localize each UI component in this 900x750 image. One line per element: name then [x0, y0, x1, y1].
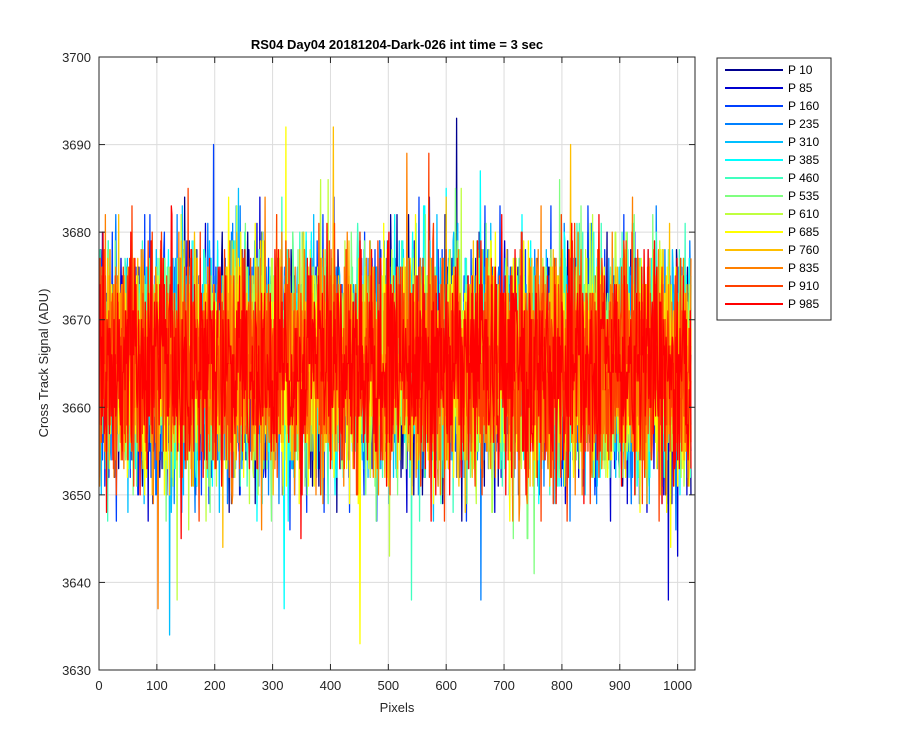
legend-entry: P 460 [788, 171, 819, 185]
x-tick-label: 400 [320, 678, 342, 693]
x-tick-label: 600 [435, 678, 457, 693]
y-tick-label: 3650 [62, 488, 91, 503]
legend-entry: P 310 [788, 135, 819, 149]
legend-entry: P 910 [788, 279, 819, 293]
y-tick-label: 3680 [62, 225, 91, 240]
legend-entry: P 235 [788, 117, 819, 131]
legend-box [716, 57, 832, 321]
x-axis-label: Pixels [380, 700, 415, 715]
legend-entry: P 160 [788, 99, 819, 113]
legend-entry: P 685 [788, 225, 819, 239]
series-line-p-985 [99, 205, 692, 540]
legend-entry: P 10 [788, 63, 813, 77]
y-tick-label: 3640 [62, 575, 91, 590]
chart-title: RS04 Day04 20181204-Dark-026 int time = … [251, 37, 543, 52]
legend: P 10 P 85 P 160 P 235 P 310 P 385 P 460 P 535 P … [716, 57, 832, 321]
y-tick-label: 3690 [62, 138, 91, 153]
legend-entry: P 985 [788, 297, 819, 311]
legend-entry: P 85 [788, 81, 813, 95]
series-group [99, 117, 692, 645]
x-tick-label: 200 [204, 678, 226, 693]
y-tick-label: 3630 [62, 663, 91, 678]
legend-entry: P 760 [788, 243, 819, 257]
x-tick-label: 500 [377, 678, 399, 693]
y-tick-label: 3700 [62, 50, 91, 65]
legend-entry: P 835 [788, 261, 819, 275]
y-tick-label: 3670 [62, 313, 91, 328]
legend-entry: P 535 [788, 189, 819, 203]
x-tick-label: 100 [146, 678, 168, 693]
y-axis-label: Cross Track Signal (ADU) [36, 289, 51, 438]
x-tick-label: 900 [609, 678, 631, 693]
legend-entry: P 385 [788, 153, 819, 167]
x-tick-label: 700 [493, 678, 515, 693]
ticks: 0 100 200 300 400 500 600 700 800 900 1000 3630 3640… [62, 50, 695, 693]
plot-frame [98, 56, 696, 671]
y-tick-label: 3660 [62, 400, 91, 415]
x-tick-label: 800 [551, 678, 573, 693]
legend-entry: P 610 [788, 207, 819, 221]
x-tick-label: 0 [95, 678, 102, 693]
x-tick-label: 1000 [663, 678, 692, 693]
x-tick-label: 300 [262, 678, 284, 693]
